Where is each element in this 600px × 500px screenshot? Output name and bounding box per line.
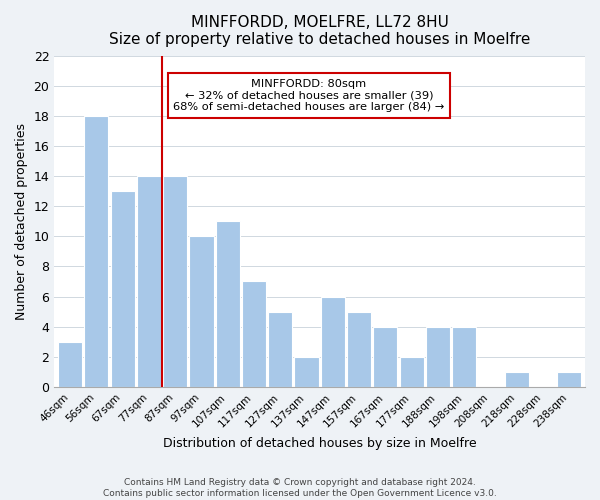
Bar bbox=[373, 326, 397, 387]
X-axis label: Distribution of detached houses by size in Moelfre: Distribution of detached houses by size … bbox=[163, 437, 476, 450]
Bar bbox=[320, 296, 345, 387]
Bar bbox=[137, 176, 161, 387]
Bar bbox=[295, 357, 319, 387]
Text: Contains HM Land Registry data © Crown copyright and database right 2024.
Contai: Contains HM Land Registry data © Crown c… bbox=[103, 478, 497, 498]
Bar bbox=[452, 326, 476, 387]
Bar bbox=[58, 342, 82, 387]
Bar bbox=[347, 312, 371, 387]
Bar bbox=[110, 191, 134, 387]
Y-axis label: Number of detached properties: Number of detached properties bbox=[15, 122, 28, 320]
Text: MINFFORDD: 80sqm
← 32% of detached houses are smaller (39)
68% of semi-detached : MINFFORDD: 80sqm ← 32% of detached house… bbox=[173, 78, 445, 112]
Bar bbox=[268, 312, 292, 387]
Bar bbox=[190, 236, 214, 387]
Bar bbox=[84, 116, 109, 387]
Bar bbox=[215, 221, 240, 387]
Title: MINFFORDD, MOELFRE, LL72 8HU
Size of property relative to detached houses in Moe: MINFFORDD, MOELFRE, LL72 8HU Size of pro… bbox=[109, 15, 530, 48]
Bar bbox=[505, 372, 529, 387]
Bar bbox=[557, 372, 581, 387]
Bar bbox=[400, 357, 424, 387]
Bar bbox=[426, 326, 450, 387]
Bar bbox=[242, 282, 266, 387]
Bar bbox=[163, 176, 187, 387]
